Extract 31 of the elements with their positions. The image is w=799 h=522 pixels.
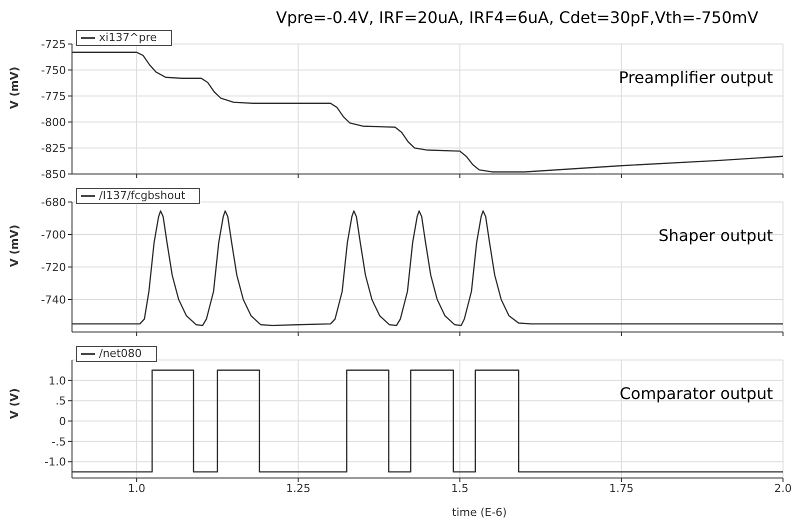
y-tick-label: -740 <box>41 293 66 306</box>
annotation: Shaper output <box>658 226 773 245</box>
x-tick-label: 1.0 <box>128 482 146 495</box>
y-tick-label: -680 <box>41 196 66 209</box>
x-axis-title: time (E-6) <box>452 506 507 519</box>
y-tick-label: -720 <box>41 260 66 274</box>
x-tick-label: 1.5 <box>451 482 469 495</box>
y-tick-label: -725 <box>41 38 66 51</box>
y-tick-label: -700 <box>41 228 66 242</box>
y-tick-label: -800 <box>41 116 66 129</box>
y-axis-title: V (mV) <box>8 224 21 268</box>
annotation: Comparator output <box>620 384 773 403</box>
x-tick-label: 1.25 <box>286 482 310 495</box>
y-tick-label: -750 <box>41 64 66 77</box>
y-tick-label: -850 <box>41 168 66 181</box>
y-tick-label: -1.0 <box>44 456 66 469</box>
annotation: Preamplifier output <box>618 68 773 87</box>
legend-label: xi137^pre <box>99 31 157 44</box>
y-axis-title: V (mV) <box>8 66 21 110</box>
chart-title: Vpre=-0.4V, IRF=20uA, IRF4=6uA, Cdet=30pF,Vth=-750mV <box>268 8 766 27</box>
y-tick-label: .5 <box>56 394 66 408</box>
y-tick-label: -775 <box>41 90 66 103</box>
y-tick-label: 1.0 <box>48 374 66 388</box>
legend-label: /I137/fcgbshout <box>99 189 186 202</box>
y-axis-title: V (V) <box>8 388 21 420</box>
y-tick-label: -.5 <box>52 435 66 448</box>
y-tick-label: 0 <box>59 414 66 428</box>
legend-label: /net080 <box>99 347 142 360</box>
x-tick-label: 1.75 <box>609 482 634 495</box>
y-tick-label: -825 <box>41 142 66 155</box>
x-tick-label: 2.0 <box>774 482 792 495</box>
